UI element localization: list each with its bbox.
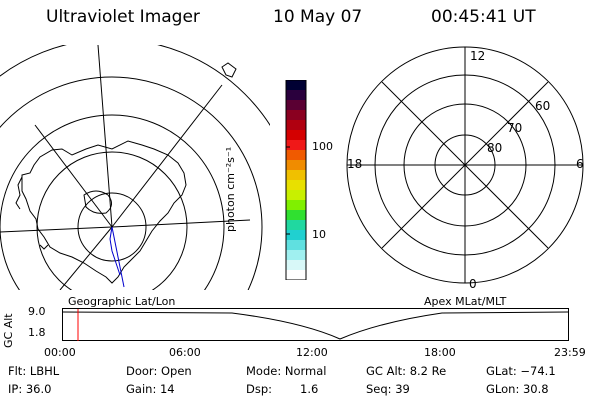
colorbar-tick-10: 10: [312, 228, 326, 241]
colorbar-segment: [286, 130, 306, 141]
colorbar-segment: [286, 210, 306, 221]
apex-polar-plot: 12 18 6 0 60 70 80: [346, 46, 584, 290]
dsp-value: 1.6: [300, 382, 319, 396]
island-outline: [221, 62, 237, 78]
colorbar-segment: [286, 120, 306, 131]
mlt-label-0: 0: [469, 277, 477, 290]
glat-info: GLat: −74.1: [486, 364, 556, 378]
timeline-ytick-high: 9.0: [28, 305, 46, 318]
ip-info: IP: 36.0: [8, 382, 52, 396]
geographic-map: [0, 45, 270, 290]
colorbar-segment: [286, 240, 306, 251]
timeline-xtick-2359: 23:59: [554, 346, 586, 359]
altitude-curve: [62, 311, 569, 340]
latitude-circles: [0, 45, 270, 290]
dsp-label: Dsp:: [246, 382, 273, 396]
island-outline-2: [39, 244, 49, 250]
colorbar-segment: [286, 220, 306, 231]
lat-label-70: 70: [507, 121, 522, 135]
colorbar-segment: [286, 200, 306, 211]
colorbar-segment: [286, 270, 306, 280]
colorbar-segment: [286, 230, 306, 241]
longitude-lines: [0, 45, 251, 290]
ice-shelf-outline: [83, 190, 112, 214]
timeline-xtick-1200: 12:00: [296, 346, 328, 359]
instrument-title: Ultraviolet Imager: [46, 7, 200, 27]
date-label: 10 May 07: [273, 7, 363, 27]
colorbar-segment: [286, 90, 306, 101]
colorbar-segment: [286, 160, 306, 171]
satellite-ground-track-2: [109, 226, 121, 276]
filter-info: Flt: LBHL: [8, 364, 60, 378]
mode-info: Mode: Normal: [246, 364, 327, 378]
color-scale-bar: [285, 80, 307, 280]
timeline-xtick-1800: 18:00: [424, 346, 456, 359]
colorbar-unit-label: photon cm⁻²s⁻¹: [224, 146, 237, 232]
mlt-label-18: 18: [347, 157, 362, 171]
colorbar-segment: [286, 190, 306, 201]
colorbar-segment: [286, 100, 306, 111]
lat-label-80: 80: [487, 141, 502, 155]
colorbar-tick-100: 100: [312, 140, 333, 153]
door-info: Door: Open: [126, 364, 192, 378]
gc-alt-info: GC Alt: 8.2 Re: [366, 364, 447, 378]
mlt-diag-2: [381, 81, 549, 249]
colorbar-segment: [286, 140, 306, 151]
timeline-xtick-0000: 00:00: [44, 346, 76, 359]
colorbar-segment: [286, 150, 306, 161]
timeline-axis-label: GC Alt: [2, 313, 15, 348]
colorbar-segment: [286, 110, 306, 121]
satellite-ground-track: [111, 226, 125, 288]
gain-info: Gain: 14: [126, 382, 175, 396]
colorbar-segment: [286, 250, 306, 261]
apex-label: Apex MLat/MLT: [424, 295, 507, 308]
peninsula-outline: [15, 176, 23, 210]
antarctica-coastline: [21, 140, 187, 284]
glon-info: GLon: 30.8: [486, 382, 549, 396]
altitude-timeline: [62, 308, 569, 341]
mlt-label-6: 6: [576, 157, 584, 171]
timeline-xtick-0600: 06:00: [169, 346, 201, 359]
geographic-label: Geographic Lat/Lon: [68, 295, 176, 308]
timeline-ytick-low: 1.8: [28, 326, 46, 339]
mlt-label-12: 12: [470, 49, 485, 63]
time-label: 00:45:41 UT: [431, 7, 536, 27]
lat-label-60: 60: [535, 99, 550, 113]
colorbar-segment: [286, 80, 306, 91]
seq-info: Seq: 39: [366, 382, 410, 396]
colorbar-segment: [286, 180, 306, 191]
colorbar-segment: [286, 170, 306, 181]
colorbar-segment: [286, 260, 306, 271]
